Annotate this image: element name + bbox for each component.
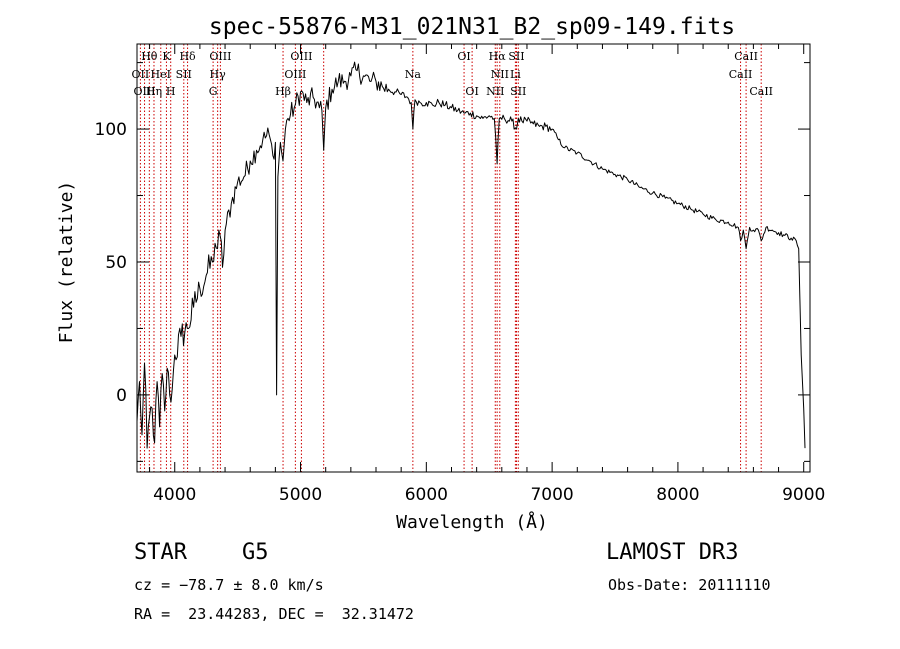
line-label-3: OIII (209, 50, 231, 63)
x-tick-label-5000: 5000 (279, 485, 322, 505)
coordinates: RA = 23.44283, DEC = 32.31472 (134, 605, 414, 623)
y-tick-label-0: 0 (116, 386, 127, 406)
line-label-18: OIII (134, 85, 156, 98)
line-label-8: CaII (734, 50, 758, 63)
line-label-15: NII (491, 68, 509, 81)
observation-date: Obs-Date: 20111110 (608, 576, 771, 594)
chart-title: spec-55876-M31_021N31_B2_sp09-149.fits (209, 14, 735, 40)
line-label-21: G (209, 85, 218, 98)
line-label-20: H (166, 85, 176, 98)
x-tick-label-4000: 4000 (153, 485, 196, 505)
line-label-9: OII (132, 68, 150, 81)
y-tick-label-100: 100 (95, 120, 127, 140)
y-axis-label: Flux (relative) (56, 181, 77, 344)
line-label-22: Hβ (275, 85, 291, 98)
line-label-1: K (162, 50, 171, 63)
object-class: STAR (134, 540, 187, 565)
line-label-5: OI (457, 50, 470, 63)
redshift-velocity: cz = −78.7 ± 8.0 km/s (134, 576, 324, 594)
line-label-23: OI (465, 85, 478, 98)
line-label-25: SII (510, 85, 526, 98)
line-label-4: OIII (290, 50, 312, 63)
line-label-6: Hα (489, 50, 507, 63)
line-label-0: Hθ (141, 50, 158, 63)
y-tick-label-50: 50 (105, 253, 127, 273)
plot-frame (136, 43, 811, 473)
line-label-26: CaII (749, 85, 773, 98)
x-tick-label-7000: 7000 (530, 485, 573, 505)
line-label-17: CaII (729, 68, 753, 81)
x-axis: 4000 5000 6000 7000 8000 9000 (149, 44, 825, 505)
emission-line-markers (139, 44, 762, 472)
line-label-12: Hγ (210, 68, 227, 81)
survey-name: LAMOST DR3 (606, 540, 739, 565)
x-tick-label-6000: 6000 (405, 485, 448, 505)
spectrum-line (136, 61, 806, 449)
y-axis: 0 50 100 (95, 62, 810, 462)
object-subclass: G5 (242, 540, 269, 565)
line-label-14: Na (405, 68, 422, 81)
x-tick-label-9000: 9000 (782, 485, 825, 505)
x-tick-label-8000: 8000 (656, 485, 699, 505)
line-label-7: SII (508, 50, 524, 63)
line-label-2: Hδ (179, 50, 196, 63)
line-label-19: Hη (146, 85, 162, 98)
line-label-11: SII (176, 68, 192, 81)
line-label-13: OIII (284, 68, 306, 81)
line-label-16: Li (510, 68, 521, 81)
x-axis-label: Wavelength (Å) (396, 511, 548, 533)
line-label-10: HeI (151, 68, 171, 81)
line-label-24: NII (486, 85, 504, 98)
